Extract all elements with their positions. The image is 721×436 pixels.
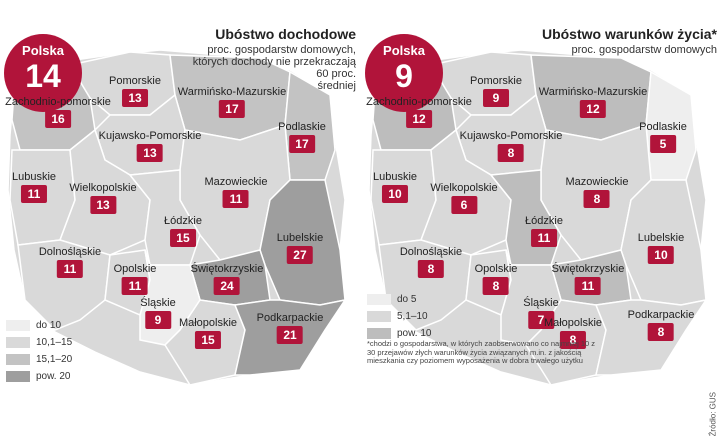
region-label-warminsko-mazurskie: Warmińsko-Mazurskie 12 <box>538 86 648 118</box>
badge-value: 14 <box>25 58 61 94</box>
region-label-opolskie: Opolskie 8 <box>474 263 518 295</box>
region-shape-dolnoslaskie <box>378 239 472 331</box>
region-label-warminsko-mazurskie: Warmińsko-Mazurskie 17 <box>177 86 287 118</box>
region-label-podlaskie: Podlaskie 5 <box>639 121 687 153</box>
region-label-mazowieckie: Mazowieckie 8 <box>565 176 629 208</box>
region-shape-dolnoslaskie <box>17 239 111 331</box>
region-label-lubuskie: Lubuskie 10 <box>372 171 418 203</box>
region-label-pomorskie: Pomorskie 13 <box>109 75 161 107</box>
region-label-slaskie: Śląskie 9 <box>140 297 176 329</box>
legend-item: 5,1–10 <box>367 309 431 324</box>
map-subtitle: proc. gospodarstw domowych, których doch… <box>192 44 356 92</box>
region-label-zachodniopomorskie: Zachodnio-pomorskie 16 <box>5 96 111 128</box>
legend-left: do 10 10,1–15 15,1–20 pow. 20 <box>6 318 72 386</box>
region-label-malopolskie: Małopolskie 8 <box>543 317 603 349</box>
region-label-opolskie: Opolskie 11 <box>113 263 157 295</box>
badge-label: Polska <box>383 43 425 58</box>
region-label-podkarpackie: Podkarpackie 8 <box>627 309 695 341</box>
region-label-lubuskie: Lubuskie 11 <box>11 171 57 203</box>
badge-label: Polska <box>22 43 64 58</box>
region-label-dolnoslaskie: Dolnośląskie 8 <box>399 246 463 278</box>
map-title: Ubóstwo dochodowe <box>215 26 356 42</box>
living-conditions-poverty-map-panel: Polska 9 Ubóstwo warunków życia* proc. g… <box>361 0 721 436</box>
region-label-kujawsko-pomorskie: Kujawsko-Pomorskie 13 <box>98 130 202 162</box>
legend-item: do 5 <box>367 292 431 307</box>
legend-item: pow. 10 <box>367 326 431 341</box>
source-credit: Źródło: GUS <box>708 392 717 436</box>
region-label-lodzkie: Łódzkie 11 <box>525 215 563 247</box>
region-label-mazowieckie: Mazowieckie 11 <box>204 176 268 208</box>
region-label-pomorskie: Pomorskie 9 <box>470 75 522 107</box>
region-label-wielkopolskie: Wielkopolskie 13 <box>69 182 137 214</box>
poland-map-right <box>368 49 708 386</box>
region-label-kujawsko-pomorskie: Kujawsko-Pomorskie 8 <box>459 130 563 162</box>
region-label-lodzkie: Łódzkie 15 <box>164 215 202 247</box>
region-label-slaskie: Śląskie 7 <box>523 297 559 329</box>
legend-item: pow. 20 <box>6 369 72 384</box>
income-poverty-map-panel: Polska 14 Ubóstwo dochodowe proc. gospod… <box>0 0 360 406</box>
map-title: Ubóstwo warunków życia* <box>541 26 717 42</box>
legend-item: do 10 <box>6 318 72 333</box>
region-label-wielkopolskie: Wielkopolskie 6 <box>430 182 498 214</box>
legend-item: 15,1–20 <box>6 352 72 367</box>
region-label-podlaskie: Podlaskie 17 <box>278 121 326 153</box>
legend-item: 10,1–15 <box>6 335 72 350</box>
region-label-podkarpackie: Podkarpackie 21 <box>256 312 324 344</box>
footnote: *chodzi o gospodarstwa, w których zaobse… <box>367 339 596 365</box>
region-label-swietokrzyskie: Świętokrzyskie 24 <box>190 263 264 295</box>
national-rate-badge: Polska 14 <box>4 34 82 112</box>
legend-right: do 5 5,1–10 pow. 10 <box>367 292 431 343</box>
region-label-lubelskie: Lubelskie 27 <box>276 232 324 264</box>
national-rate-badge: Polska 9 <box>365 34 443 112</box>
region-label-lubelskie: Lubelskie 10 <box>637 232 685 264</box>
map-subtitle: proc. gospodarstw domowych <box>571 44 717 56</box>
badge-value: 9 <box>395 58 413 94</box>
region-label-swietokrzyskie: Świętokrzyskie 11 <box>551 263 625 295</box>
region-label-zachodniopomorskie: Zachodnio-pomorskie 12 <box>366 96 472 128</box>
region-label-malopolskie: Małopolskie 15 <box>178 317 238 349</box>
region-label-dolnoslaskie: Dolnośląskie 11 <box>38 246 102 278</box>
